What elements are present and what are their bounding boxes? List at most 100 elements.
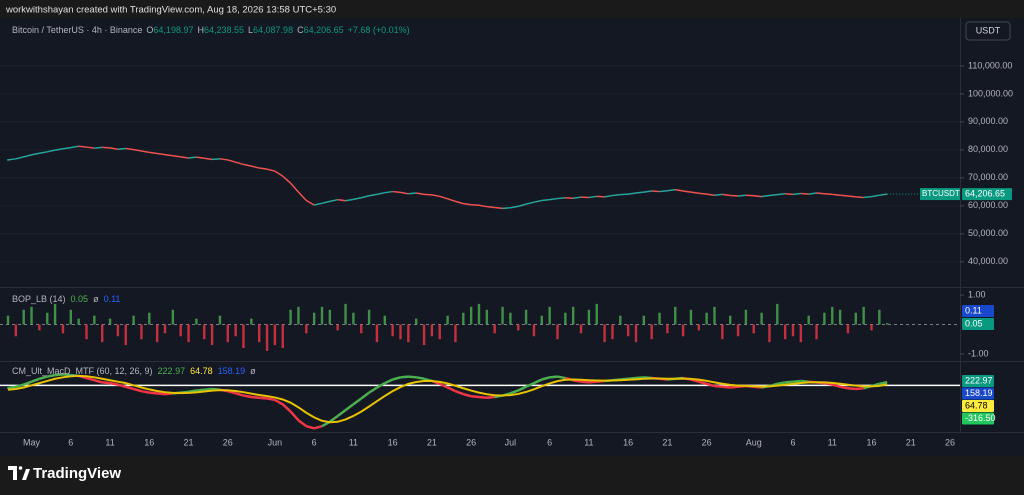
badge — [962, 188, 1012, 201]
y-tick-label: -1.00 — [968, 348, 989, 358]
bar — [273, 324, 277, 346]
bar — [783, 324, 787, 340]
line-segment — [102, 381, 111, 385]
badge-label: 222.97 — [965, 375, 993, 385]
line-segment — [392, 376, 401, 381]
line-segment — [7, 385, 17, 390]
bar — [666, 324, 669, 334]
legend-value: 64.78 — [190, 366, 213, 376]
line-segment — [204, 387, 213, 391]
line-segment — [800, 192, 809, 195]
line-segment — [149, 391, 158, 395]
line-segment — [23, 380, 32, 386]
ohlc-value: 64,238.55 — [204, 25, 244, 35]
legend-symbol: ø — [93, 294, 99, 304]
ohlc-value: 64,198.97 — [153, 25, 193, 35]
line-segment — [180, 156, 189, 159]
line-segment — [297, 191, 307, 202]
line-segment — [525, 201, 535, 205]
line-segment — [549, 197, 558, 201]
line-segment — [659, 189, 668, 193]
line-segment — [353, 196, 362, 201]
bar — [132, 315, 135, 325]
line-segment — [769, 193, 778, 197]
ohlc-label: O — [146, 25, 153, 35]
line-segment — [628, 376, 637, 381]
ohlc-value: 64,206.65 — [304, 25, 344, 35]
line-segment — [722, 385, 731, 389]
y-tick-label: 1.00 — [968, 289, 986, 299]
bar — [454, 324, 457, 343]
line-segment — [282, 175, 292, 184]
line-segment — [376, 382, 386, 389]
line-segment — [714, 193, 723, 196]
line-segment — [345, 198, 354, 202]
line-segment — [157, 392, 166, 396]
line-segment — [227, 389, 236, 395]
line-segment — [164, 153, 173, 157]
badge-label: 158.19 — [965, 388, 993, 398]
bar — [768, 324, 771, 343]
bar — [524, 309, 528, 325]
line-segment — [266, 168, 276, 172]
bar — [658, 312, 661, 325]
line-segment — [675, 188, 684, 192]
y-tick-label: 90,000.00 — [968, 116, 1008, 126]
badge-label: 0.11 — [965, 305, 982, 315]
bar — [689, 309, 693, 325]
line-segment — [337, 198, 346, 202]
bar — [352, 312, 355, 325]
legend: CM_Ult_MacD_MTF (60, 12, 26, 9) 222.97 64.… — [12, 366, 256, 376]
legend-title: CM_Ult_MacD_MTF (60, 12, 26, 9) — [12, 366, 153, 376]
logo-dot — [18, 466, 23, 470]
line-segment — [840, 194, 849, 197]
line-segment — [157, 152, 166, 156]
bar — [140, 324, 143, 340]
line-segment — [785, 380, 794, 384]
line-segment — [141, 150, 150, 154]
bar — [328, 309, 332, 325]
x-tick-label: 11 — [105, 437, 114, 447]
x-tick-label: May — [23, 437, 41, 447]
badge — [962, 305, 994, 317]
line-segment — [125, 385, 134, 391]
bar — [258, 324, 261, 343]
line-segment — [329, 198, 338, 203]
y-tick-label: 110,000.00 — [968, 60, 1012, 70]
bar — [674, 306, 677, 325]
legend: BOP_LB (14) 0.05 ø 0.11 — [12, 294, 120, 304]
currency-button[interactable] — [965, 21, 1011, 41]
line-segment — [47, 149, 56, 153]
line-segment — [714, 384, 723, 389]
line-segment — [792, 192, 801, 196]
line-segment — [31, 377, 40, 383]
line-segment — [117, 147, 126, 151]
bar — [886, 323, 889, 325]
x-tick-label: Jun — [268, 437, 283, 447]
bar — [430, 324, 434, 337]
line-segment — [196, 156, 205, 160]
bar — [776, 303, 779, 325]
bar — [870, 324, 873, 331]
line-segment — [23, 154, 32, 158]
bar — [713, 306, 716, 325]
y-tick-label: 100,000.00 — [968, 88, 1013, 98]
line-segment — [172, 154, 181, 158]
line-segment — [549, 375, 558, 379]
legend-value: 0.05 — [71, 294, 89, 304]
bar — [634, 324, 638, 343]
x-tick-label: Jul — [505, 437, 517, 447]
currency-label: USDT — [976, 25, 1001, 35]
line-segment — [541, 198, 550, 202]
x-tick-label: 6 — [312, 437, 317, 447]
badge-label: BTCUSDT — [922, 189, 960, 198]
bar — [305, 324, 308, 334]
line-segment — [243, 394, 252, 399]
x-tick-label: 26 — [702, 437, 712, 447]
bar — [815, 324, 818, 340]
bar — [469, 306, 473, 325]
ohlc-label: L — [248, 25, 253, 35]
bar — [736, 324, 740, 337]
line-segment — [698, 380, 707, 386]
